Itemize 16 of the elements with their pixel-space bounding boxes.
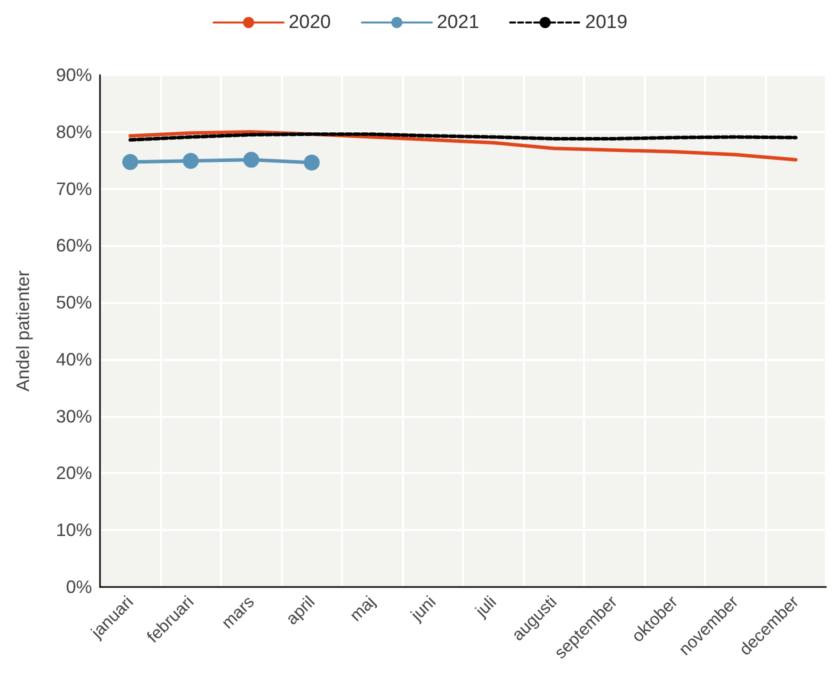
y-tick-label: 50% xyxy=(56,292,92,313)
x-tick-label: juli xyxy=(471,592,500,622)
y-tick-label: 80% xyxy=(56,122,92,142)
y-axis-title: Andel patienter xyxy=(13,270,33,392)
x-tick-label: maj xyxy=(346,592,379,626)
legend-label: 2021 xyxy=(436,12,480,33)
y-tick-label: 60% xyxy=(56,236,92,256)
y-tick-label: 10% xyxy=(56,520,92,540)
legend-label: 2020 xyxy=(288,12,331,33)
y-tick-label: 40% xyxy=(56,349,92,370)
y-tick-label: 70% xyxy=(56,178,92,199)
y-tick-label: 30% xyxy=(56,406,92,426)
y-tick-label: 90% xyxy=(56,65,92,85)
y-tick-label: 0% xyxy=(66,577,92,597)
legend-label: 2019 xyxy=(585,12,628,33)
y-tick-label: 20% xyxy=(56,463,92,484)
